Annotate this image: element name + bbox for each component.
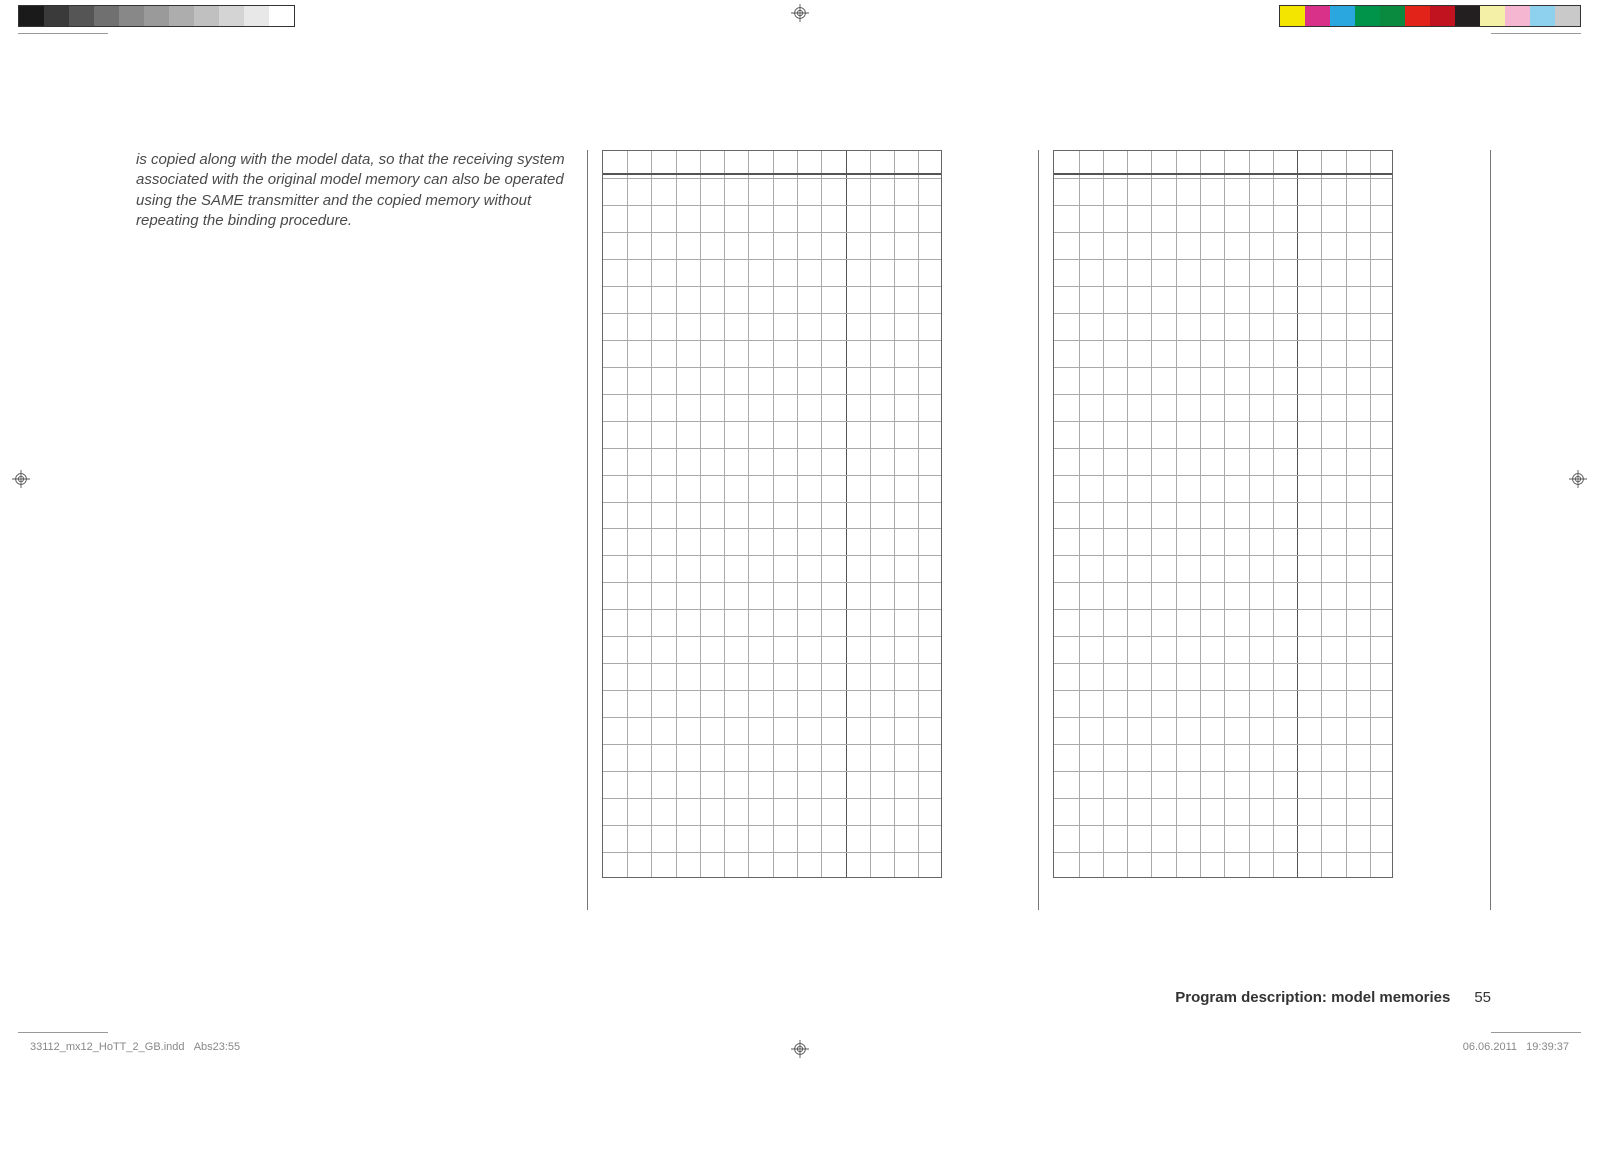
swatch: [1380, 6, 1405, 26]
swatch: [1355, 6, 1380, 26]
swatch: [1305, 6, 1330, 26]
column-layout: is copied along with the model data, so …: [136, 150, 1491, 978]
swatch: [94, 6, 119, 26]
swatch: [19, 6, 44, 26]
swatch: [44, 6, 69, 26]
crop-mark: [1491, 1032, 1581, 1033]
swatch: [194, 6, 219, 26]
print-slug-right: 06.06.2011 19:39:37: [1463, 1041, 1569, 1053]
column-separator: [1490, 150, 1491, 910]
column-2: [588, 150, 1039, 978]
registration-mark-icon: [791, 1040, 809, 1058]
column-1: is copied along with the model data, so …: [136, 150, 587, 978]
swatch: [169, 6, 194, 26]
swatch: [269, 6, 294, 26]
slug-section: Abs23:55: [194, 1041, 240, 1053]
swatch: [1280, 6, 1305, 26]
registration-mark-icon: [12, 470, 30, 488]
registration-mark-icon: [791, 4, 809, 22]
swatch: [1480, 6, 1505, 26]
page-footer: Program description: model memories 55: [1175, 989, 1491, 1006]
slug-date: 06.06.2011: [1463, 1041, 1517, 1053]
grid-header-rule: [603, 173, 941, 175]
notes-grid: [1053, 150, 1393, 878]
column-3: [1039, 150, 1490, 978]
registration-mark-icon: [1569, 470, 1587, 488]
crop-mark: [1491, 33, 1581, 34]
swatch: [144, 6, 169, 26]
page-content: is copied along with the model data, so …: [108, 40, 1491, 1028]
grayscale-swatch-strip: [18, 5, 295, 27]
crop-mark: [18, 1032, 108, 1033]
swatch: [1530, 6, 1555, 26]
swatch: [1430, 6, 1455, 26]
swatch: [1555, 6, 1580, 26]
color-swatch-strip: [1279, 5, 1581, 27]
grid-header-rule: [1054, 173, 1392, 175]
swatch: [119, 6, 144, 26]
swatch: [244, 6, 269, 26]
swatch: [1330, 6, 1355, 26]
slug-time: 19:39:37: [1526, 1041, 1569, 1053]
page-number: 55: [1474, 989, 1491, 1006]
footer-section-title: Program description: model memories: [1175, 989, 1450, 1006]
notes-grid: [602, 150, 942, 878]
swatch: [69, 6, 94, 26]
slug-filename: 33112_mx12_HoTT_2_GB.indd: [30, 1041, 185, 1053]
swatch: [1455, 6, 1480, 26]
swatch: [1405, 6, 1430, 26]
print-slug-left: 33112_mx12_HoTT_2_GB.indd Abs23:55: [30, 1041, 240, 1053]
body-paragraph: is copied along with the model data, so …: [136, 150, 587, 231]
swatch: [219, 6, 244, 26]
swatch: [1505, 6, 1530, 26]
crop-mark: [18, 33, 108, 34]
